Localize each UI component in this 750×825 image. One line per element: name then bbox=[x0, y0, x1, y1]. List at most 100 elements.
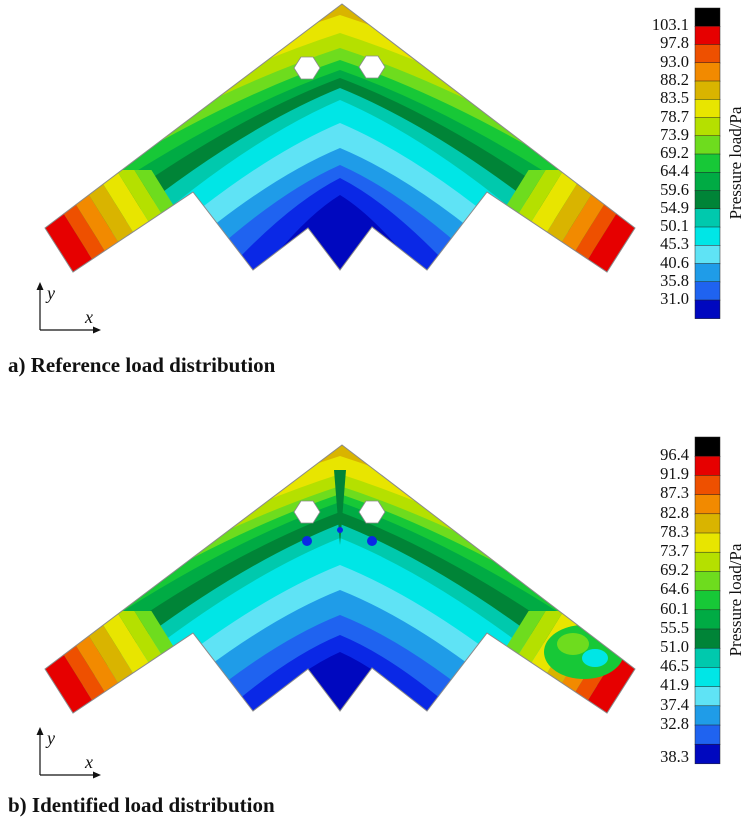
colorbar-segment bbox=[694, 245, 721, 265]
colorbar-a-tick-label: 31.0 bbox=[660, 289, 689, 308]
colorbar-a-tick-label: 54.9 bbox=[660, 198, 689, 217]
colorbar-segment bbox=[694, 281, 721, 301]
axes-b bbox=[36, 727, 101, 779]
colorbar-segment bbox=[694, 135, 721, 155]
colorbar-segment bbox=[694, 494, 721, 515]
colorbar-segment bbox=[694, 263, 721, 283]
colorbar-b-tick-label: 73.7 bbox=[660, 541, 689, 560]
colorbar-segment bbox=[694, 455, 721, 477]
colorbar-segment bbox=[694, 513, 721, 534]
colorbar-b-tick-label: 32.8 bbox=[660, 714, 689, 733]
colorbar-segment bbox=[694, 62, 721, 82]
x-axis-arrowhead-icon bbox=[93, 326, 101, 334]
colorbar-a-tick-label: 97.8 bbox=[660, 33, 689, 52]
colorbar-b-tick-label: 60.1 bbox=[660, 599, 689, 618]
axes-a bbox=[36, 282, 101, 334]
colorbar-segment bbox=[694, 686, 721, 707]
colorbar-b-tick-label: 87.3 bbox=[660, 483, 689, 502]
colorbar-b-tick-label: 69.2 bbox=[660, 560, 689, 579]
colorbar-b-title: Pressure load/Pa bbox=[726, 543, 745, 656]
colorbar-segment bbox=[694, 571, 721, 592]
colorbar-segment bbox=[694, 208, 721, 228]
colorbar-segment bbox=[694, 80, 721, 100]
colorbar-b-labels: 96.4 91.9 87.3 82.8 78.3 73.7 69.2 64.6 … bbox=[660, 445, 689, 766]
center-blue-spot bbox=[337, 527, 343, 533]
wingtip-stripe-red bbox=[45, 611, 110, 713]
colorbar-b-tick-label: 51.0 bbox=[660, 637, 689, 656]
colorbar-b-tick-label: 46.5 bbox=[660, 656, 689, 675]
colorbar-b-tick-label: 64.6 bbox=[660, 579, 689, 598]
colorbar-a-tick-label: 78.7 bbox=[660, 107, 689, 126]
y-axis-label: y bbox=[45, 283, 55, 303]
colorbar-segment bbox=[694, 299, 721, 319]
wingtip-stripe-red bbox=[45, 170, 110, 272]
panel-a-planform-outline bbox=[44, 3, 636, 273]
colorbar-segment bbox=[694, 628, 721, 649]
colorbar-segment bbox=[694, 26, 721, 46]
panel-b-planform-outline bbox=[44, 444, 636, 714]
colorbar-b-tick-label: 41.9 bbox=[660, 675, 689, 694]
colorbar-segment bbox=[694, 172, 721, 192]
colorbar-a-tick-label: 93.0 bbox=[660, 52, 689, 71]
center-green-spike bbox=[334, 470, 346, 545]
colorbar-b-tick-label: 55.5 bbox=[660, 618, 689, 637]
colorbar-a-tick-label: 88.2 bbox=[660, 70, 689, 89]
colorbar-b-tick-label: 38.3 bbox=[660, 747, 689, 766]
colorbar-a-tick-label: 73.9 bbox=[660, 125, 689, 144]
colorbar-segment bbox=[694, 99, 721, 119]
colorbar-segment bbox=[694, 226, 721, 246]
colorbar-segment bbox=[694, 609, 721, 630]
y-axis-arrowhead-icon bbox=[36, 282, 44, 290]
right-wing-cyan-spot bbox=[582, 649, 608, 667]
hexagon-cutout bbox=[358, 500, 386, 524]
blue-spot-below-hexagon bbox=[302, 536, 312, 546]
colorbar-a-tick-label: 69.2 bbox=[660, 143, 689, 162]
colorbar-a-tick-label: 45.3 bbox=[660, 234, 689, 253]
colorbar-a bbox=[694, 7, 721, 319]
colorbar-segment bbox=[694, 475, 721, 496]
y-axis-label: y bbox=[45, 728, 55, 748]
hexagon-cutout bbox=[293, 500, 321, 524]
hexagon-cutout bbox=[293, 56, 321, 80]
colorbar-a-tick-label: 35.8 bbox=[660, 271, 689, 290]
colorbar-segment bbox=[694, 153, 721, 173]
y-axis-arrowhead-icon bbox=[36, 727, 44, 735]
colorbar-segment bbox=[694, 667, 721, 688]
colorbar-a-tick-label: 83.5 bbox=[660, 88, 689, 107]
colorbar-segment bbox=[694, 705, 721, 726]
colorbar-segment bbox=[694, 724, 721, 745]
x-axis-label: x bbox=[84, 752, 93, 772]
colorbar-segment bbox=[694, 44, 721, 64]
colorbar-b-tick-label: 82.8 bbox=[660, 503, 689, 522]
x-axis-arrowhead-icon bbox=[93, 771, 101, 779]
colorbar-b-tick-label: 37.4 bbox=[660, 695, 689, 714]
colorbar-a-tick-label: 103.1 bbox=[652, 15, 689, 34]
colorbar-a-tick-label: 59.6 bbox=[660, 180, 689, 199]
colorbar-b-tick-label: 78.3 bbox=[660, 522, 689, 541]
wingtip-stripe-red bbox=[570, 170, 635, 272]
hexagon-cutout bbox=[358, 55, 386, 79]
right-wing-chartreuse-spot bbox=[557, 633, 589, 655]
blue-spot-below-hexagon bbox=[367, 536, 377, 546]
colorbar-a-tick-label: 64.4 bbox=[660, 161, 689, 180]
x-axis-label: x bbox=[84, 307, 93, 327]
wingtip-stripe-red bbox=[570, 611, 635, 713]
colorbar-segment bbox=[694, 436, 721, 457]
colorbar-segment bbox=[694, 7, 721, 27]
colorbar-b bbox=[694, 436, 721, 765]
colorbar-b-tick-label: 91.9 bbox=[660, 464, 689, 483]
colorbar-segment bbox=[694, 532, 721, 553]
colorbar-segment bbox=[694, 590, 721, 611]
colorbar-a-title: Pressure load/Pa bbox=[726, 106, 745, 219]
colorbar-segment bbox=[694, 117, 721, 137]
colorbar-a-labels: 103.1 97.8 93.0 88.2 83.5 78.7 73.9 69.2… bbox=[652, 15, 689, 308]
colorbar-b-tick-label: 96.4 bbox=[660, 445, 689, 464]
colorbar-a-tick-label: 50.1 bbox=[660, 216, 689, 235]
colorbar-a-tick-label: 40.6 bbox=[660, 253, 689, 272]
colorbar-segment bbox=[694, 743, 721, 765]
colorbar-segment bbox=[694, 647, 721, 669]
caption-b: b) Identified load distribution bbox=[8, 793, 275, 817]
caption-a: a) Reference load distribution bbox=[8, 353, 276, 377]
